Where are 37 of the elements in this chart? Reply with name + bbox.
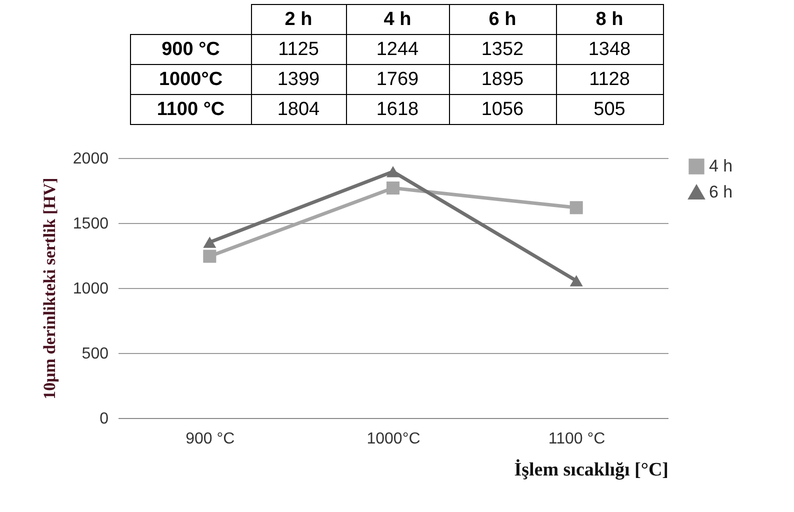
text: 1804 [251,94,346,124]
point [386,182,400,195]
x-tick-label: 900 °C [186,430,235,448]
y-tick-label: 2000 [72,150,109,168]
text: 1056 [449,94,556,124]
point [570,275,583,286]
text: 1244 [346,34,449,64]
text: 1348 [556,34,663,64]
text: 1100 °C [130,94,251,124]
text: 1352 [449,34,556,64]
text: 2 h [251,4,346,34]
text: 1618 [346,94,449,124]
point [570,201,583,214]
text: 1399 [251,64,346,94]
text: 1125 [251,34,346,64]
y-tick-label: 1000 [72,280,109,298]
text: 1769 [346,64,449,94]
y-tick-label: 0 [100,410,109,428]
point [203,250,216,263]
y-tick-label: 1500 [72,216,109,232]
text: 505 [556,94,663,124]
text: 1128 [556,64,663,94]
point [386,166,400,178]
legend-label: 6 h [709,182,733,202]
text: 1000°C [130,64,251,94]
text: 900 °C [130,34,251,64]
text: 4 h [346,4,449,34]
text: 6 h [449,4,556,34]
text: 1895 [449,64,556,94]
text: 8 h [556,4,663,34]
legend-label: 4 h [709,156,733,176]
x-tick-label: 1000°C [366,430,420,448]
point [203,236,216,248]
y-tick-label: 500 [82,346,109,362]
x-tick-label: 1100 °C [548,430,606,448]
y-axis-title: 10μm derinlikteki sertlik [HV] [40,178,59,400]
x-axis-title: İşlem sıcaklığı [°C] [514,458,668,480]
